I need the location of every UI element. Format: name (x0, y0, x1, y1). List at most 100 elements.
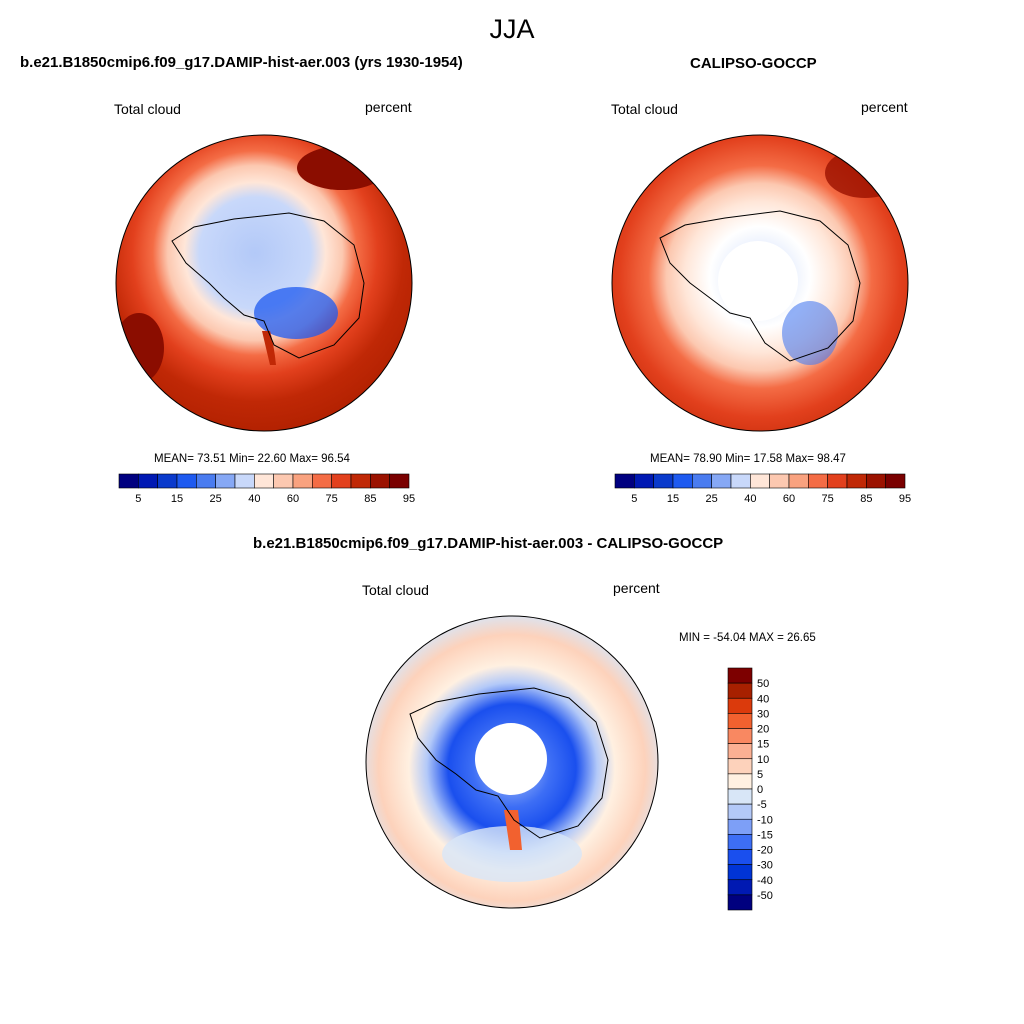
panel2-colorbar-swatch (711, 473, 732, 489)
panel2-variable-label: Total cloud (611, 101, 678, 117)
panel1-colorbar-swatch (196, 473, 216, 489)
panel3-colorbar-tick-label: -50 (757, 890, 773, 902)
panel3-polar-map (365, 615, 659, 909)
panel2-coastline (659, 210, 861, 362)
panel2-colorbar-swatch (769, 473, 790, 489)
panel3-colorbar-swatch (727, 849, 753, 865)
panel1-polar-map (115, 134, 413, 432)
panel3-colorbar-swatch (727, 743, 753, 760)
panel1-colorbar-swatch (331, 473, 352, 489)
panel2-colorbar-swatch (788, 473, 809, 489)
panel1-ross-tongue (262, 331, 276, 365)
panel3-title: b.e21.B1850cmip6.f09_g17.DAMIP-hist-aer.… (253, 535, 724, 552)
panel1-colorbar-tick-label: 75 (326, 493, 338, 505)
panel2-high-region (825, 148, 905, 198)
panel3-variable-label: Total cloud (362, 582, 429, 598)
panel2-polar-map (611, 134, 909, 432)
panel2-units-label: percent (861, 99, 908, 115)
panel1-colorbar-tick-label: 95 (403, 493, 415, 505)
panel2-colorbar-tick-label: 60 (783, 493, 795, 505)
panel2-colorbar-tick-label: 25 (706, 493, 718, 505)
panel1-variable-label: Total cloud (114, 101, 181, 117)
panel2-colorbar-tick-label: 40 (744, 493, 756, 505)
panel2-colorbar-swatch (827, 473, 848, 489)
panel1-colorbar-swatch (350, 473, 371, 489)
panel3-colorbar-tick-label: -20 (757, 845, 773, 857)
panel1-colorbar-swatch (215, 473, 236, 489)
panel2-colorbar-swatch (672, 473, 693, 489)
panel2-colorbar-tick-label: 5 (631, 493, 637, 505)
panel1-colorbar-tick-label: 25 (210, 493, 222, 505)
panel3-colorbar-tick-label: 30 (757, 708, 769, 720)
panel3-colorbar-tick-label: 0 (757, 784, 763, 796)
panel2-colorbar: 5 15 25 40 60 75 85 95 (614, 473, 911, 505)
panel2-colorbar-swatch (614, 473, 635, 489)
panel3-colorbar-tick-label: -40 (757, 875, 773, 887)
panel3-stats: MIN = -54.04 MAX = 26.65 (679, 632, 816, 644)
panel1-colorbar-swatch (176, 473, 197, 489)
panel2-title: CALIPSO-GOCCP (690, 55, 817, 72)
panel1-colorbar-tick-label: 85 (364, 493, 376, 505)
panel2-colorbar-swatch (808, 473, 828, 489)
panel1-units-label: percent (365, 99, 412, 115)
panel1-colorbar-tick-label: 5 (135, 493, 141, 505)
panel3-colorbar-swatch (727, 697, 753, 714)
panel1-colorbar-swatch (118, 473, 139, 489)
panel2-colorbar-swatch (885, 473, 906, 489)
panel1-colorbar-swatch (254, 473, 274, 489)
panel3-coastline (409, 687, 609, 839)
panel3-colorbar-tick-label: 20 (757, 724, 769, 736)
panel3-colorbar-tick-label: 15 (757, 739, 769, 751)
panel3-colorbar-swatch (727, 879, 753, 896)
panel2-colorbar-tick-label: 15 (667, 493, 679, 505)
panel2-colorbar-swatch (866, 473, 886, 489)
panel3-colorbar-tick-label: 10 (757, 754, 769, 766)
panel3-ross-positive (504, 810, 522, 850)
panel3-units-label: percent (613, 580, 660, 596)
panel1-colorbar-swatch (312, 473, 332, 489)
panel3-colorbar-swatch (727, 894, 753, 911)
panel3-missing-pole (475, 723, 547, 795)
panel1-colorbar-swatch (292, 473, 313, 489)
panel2-colorbar-swatch (653, 473, 674, 489)
panel2-colorbar-swatch (846, 473, 867, 489)
panel1-colorbar-swatch (157, 473, 178, 489)
panel3-colorbar-swatch (727, 713, 753, 729)
panel2-colorbar-tick-label: 85 (860, 493, 872, 505)
panel3-colorbar-swatch (727, 682, 753, 699)
panel2-colorbar-swatch (750, 473, 770, 489)
panel1-min-region (254, 287, 338, 339)
panel1-coastline (171, 212, 365, 359)
panel3-colorbar-swatch (727, 773, 753, 790)
panel1-colorbar: 5 15 25 40 60 75 85 95 (118, 473, 415, 505)
panel3-colorbar-swatch (727, 728, 753, 744)
panel1-map-border (115, 134, 413, 432)
panel3-colorbar-tick-label: 5 (757, 769, 763, 781)
panel1-colorbar-swatch (138, 473, 158, 489)
panel3-colorbar-swatch (727, 758, 753, 775)
panel3-colorbar-tick-label: -30 (757, 860, 773, 872)
panel1-colorbar-swatch (370, 473, 390, 489)
panel2-map-border (611, 134, 909, 432)
panel1-colorbar-swatch (273, 473, 294, 489)
panel1-title: b.e21.B1850cmip6.f09_g17.DAMIP-hist-aer.… (20, 54, 463, 71)
panel3-colorbar-tick-label: -5 (757, 799, 767, 811)
panel2-missing-pole (718, 241, 798, 321)
page-title: JJA (489, 14, 535, 44)
panel3-colorbar-swatch (727, 864, 753, 881)
panel2-colorbar-swatch (634, 473, 654, 489)
panel1-colorbar-swatch (389, 473, 410, 489)
panel2-colorbar-swatch (730, 473, 751, 489)
panel2-stats: MEAN= 78.90 Min= 17.58 Max= 98.47 (650, 453, 846, 465)
panel3-colorbar-tick-label: -10 (757, 814, 773, 826)
panel2-colorbar-tick-label: 75 (822, 493, 834, 505)
panel2-low-region (782, 301, 838, 365)
panel1-stats: MEAN= 73.51 Min= 22.60 Max= 96.54 (154, 453, 350, 465)
panel3-colorbar-tick-label: 40 (757, 693, 769, 705)
panel3-colorbar-tick-label: 50 (757, 678, 769, 690)
panel1-colorbar-tick-label: 40 (248, 493, 260, 505)
panel3-colorbar-swatch (727, 818, 753, 835)
panel1-colorbar-swatch (234, 473, 255, 489)
panel3-colorbar-swatch (727, 788, 753, 805)
